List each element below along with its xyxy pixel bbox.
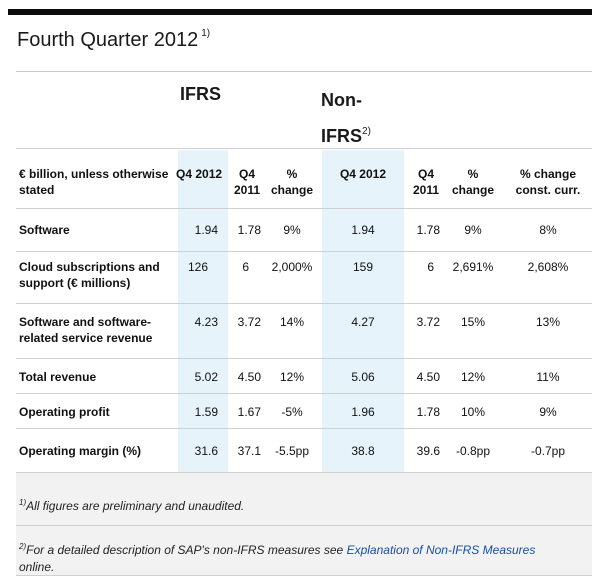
col-header-ifrs-q4-2012: Q4 2012 bbox=[176, 167, 223, 181]
row-value: 12% bbox=[279, 370, 305, 384]
row-value: 2,608% bbox=[527, 260, 569, 274]
row-value: -5.5pp bbox=[274, 444, 310, 458]
table-bottom-rule bbox=[16, 472, 592, 473]
bottom-rule bbox=[16, 575, 592, 576]
row-value: 38.8 bbox=[351, 444, 375, 458]
row-value: 1.78 bbox=[416, 405, 440, 419]
row-value: 1.94 bbox=[351, 223, 375, 237]
row-value: 37.1 bbox=[237, 444, 261, 458]
row-value: -5% bbox=[281, 405, 303, 419]
nonifrs-footnote-mark: 2) bbox=[362, 126, 371, 137]
footnote-1-mark: 1) bbox=[19, 498, 27, 507]
table-top-rule bbox=[16, 148, 592, 149]
row-value: 9% bbox=[283, 223, 301, 237]
row-rule bbox=[16, 358, 592, 359]
row-value: 15% bbox=[460, 315, 486, 329]
row-value: 12% bbox=[460, 370, 486, 384]
row-value: -0.7pp bbox=[530, 444, 566, 458]
row-value: 159 bbox=[352, 260, 374, 274]
nonifrs-q4-2012-highlight bbox=[322, 150, 404, 472]
row-value: 1.94 bbox=[194, 223, 218, 237]
row-label: Software bbox=[19, 223, 70, 237]
col-header-ifrs-q4-2011: Q4 2011 bbox=[233, 167, 261, 197]
col-header-label: € billion, unless otherwise stated bbox=[19, 167, 169, 197]
row-rule bbox=[16, 251, 592, 252]
col-header-nonifrs-q4-2012: Q4 2012 bbox=[339, 167, 387, 181]
header-rule bbox=[16, 71, 592, 72]
nonifrs-group-header: Non- IFRS2) bbox=[321, 84, 371, 152]
row-label: Total revenue bbox=[19, 370, 97, 384]
nonifrs-header-line2: IFRS bbox=[321, 126, 363, 146]
row-value: 3.72 bbox=[237, 315, 261, 329]
row-value: -0.8pp bbox=[455, 444, 491, 458]
row-value: 14% bbox=[279, 315, 305, 329]
row-value: 8% bbox=[539, 223, 557, 237]
row-value: 5.06 bbox=[351, 370, 375, 384]
page-title: Fourth Quarter 2012 1) bbox=[17, 28, 210, 52]
row-value: 6 bbox=[427, 260, 434, 274]
top-rule-bar bbox=[8, 9, 592, 15]
footnote-2-mark: 2) bbox=[19, 542, 27, 551]
row-value: 3.72 bbox=[416, 315, 440, 329]
footnote-2-background bbox=[16, 526, 592, 575]
row-label: Operating margin (%) bbox=[19, 444, 142, 458]
row-rule bbox=[16, 393, 592, 394]
col-header-const-curr: % change const. curr. bbox=[515, 167, 581, 197]
nonifrs-header-line1: Non- bbox=[321, 90, 362, 110]
row-value: 2,000% bbox=[271, 260, 313, 274]
ifrs-group-header: IFRS bbox=[180, 84, 222, 104]
row-value: 1.96 bbox=[351, 405, 375, 419]
row-value: 1.59 bbox=[194, 405, 218, 419]
nonifrs-explanation-link[interactable]: Explanation of Non-IFRS Measures bbox=[346, 543, 536, 557]
row-value: 126 bbox=[187, 260, 208, 274]
ifrs-q4-2012-highlight bbox=[178, 150, 228, 472]
row-value: 1.67 bbox=[237, 405, 261, 419]
header-bottom-rule bbox=[16, 208, 592, 209]
row-value: 2,691% bbox=[452, 260, 494, 274]
col-header-ifrs-pct: % change bbox=[270, 167, 313, 197]
row-label: Operating profit bbox=[19, 405, 110, 419]
row-value: 6 bbox=[242, 260, 249, 274]
row-value: 1.78 bbox=[237, 223, 261, 237]
row-value: 4.27 bbox=[351, 315, 375, 329]
footnote-2: 2)For a detailed description of SAP's no… bbox=[19, 538, 579, 576]
col-header-nonifrs-pct: % change bbox=[451, 167, 494, 197]
row-rule bbox=[16, 303, 592, 304]
row-value: 13% bbox=[535, 315, 561, 329]
footnote-1-background bbox=[16, 473, 592, 525]
row-value: 4.50 bbox=[237, 370, 261, 384]
row-value: 11% bbox=[536, 370, 560, 384]
row-value: 9% bbox=[464, 223, 482, 237]
title-text: Fourth Quarter 2012 bbox=[17, 29, 199, 51]
row-value: 39.6 bbox=[416, 444, 440, 458]
row-label: Software and software-related service re… bbox=[19, 315, 153, 345]
footnote-2-text: For a detailed description of SAP's non-… bbox=[26, 543, 347, 557]
footnote-1: 1)All figures are preliminary and unaudi… bbox=[19, 494, 244, 515]
row-value: 9% bbox=[539, 405, 557, 419]
col-header-nonifrs-q4-2011: Q4 2011 bbox=[412, 167, 440, 197]
row-label: Cloud subscriptions and support (€ milli… bbox=[19, 260, 160, 290]
footnote-rule bbox=[16, 525, 592, 526]
row-value: 1.78 bbox=[416, 223, 440, 237]
row-value: 5.02 bbox=[194, 370, 218, 384]
footnote-2-tail: online. bbox=[19, 560, 55, 574]
row-value: 4.50 bbox=[416, 370, 440, 384]
row-rule bbox=[16, 428, 592, 429]
row-value: 31.6 bbox=[194, 444, 218, 458]
footnote-1-text: All figures are preliminary and unaudite… bbox=[26, 499, 245, 513]
row-value: 4.23 bbox=[194, 315, 218, 329]
row-value: 10% bbox=[460, 405, 486, 419]
title-footnote-mark: 1) bbox=[201, 28, 211, 39]
